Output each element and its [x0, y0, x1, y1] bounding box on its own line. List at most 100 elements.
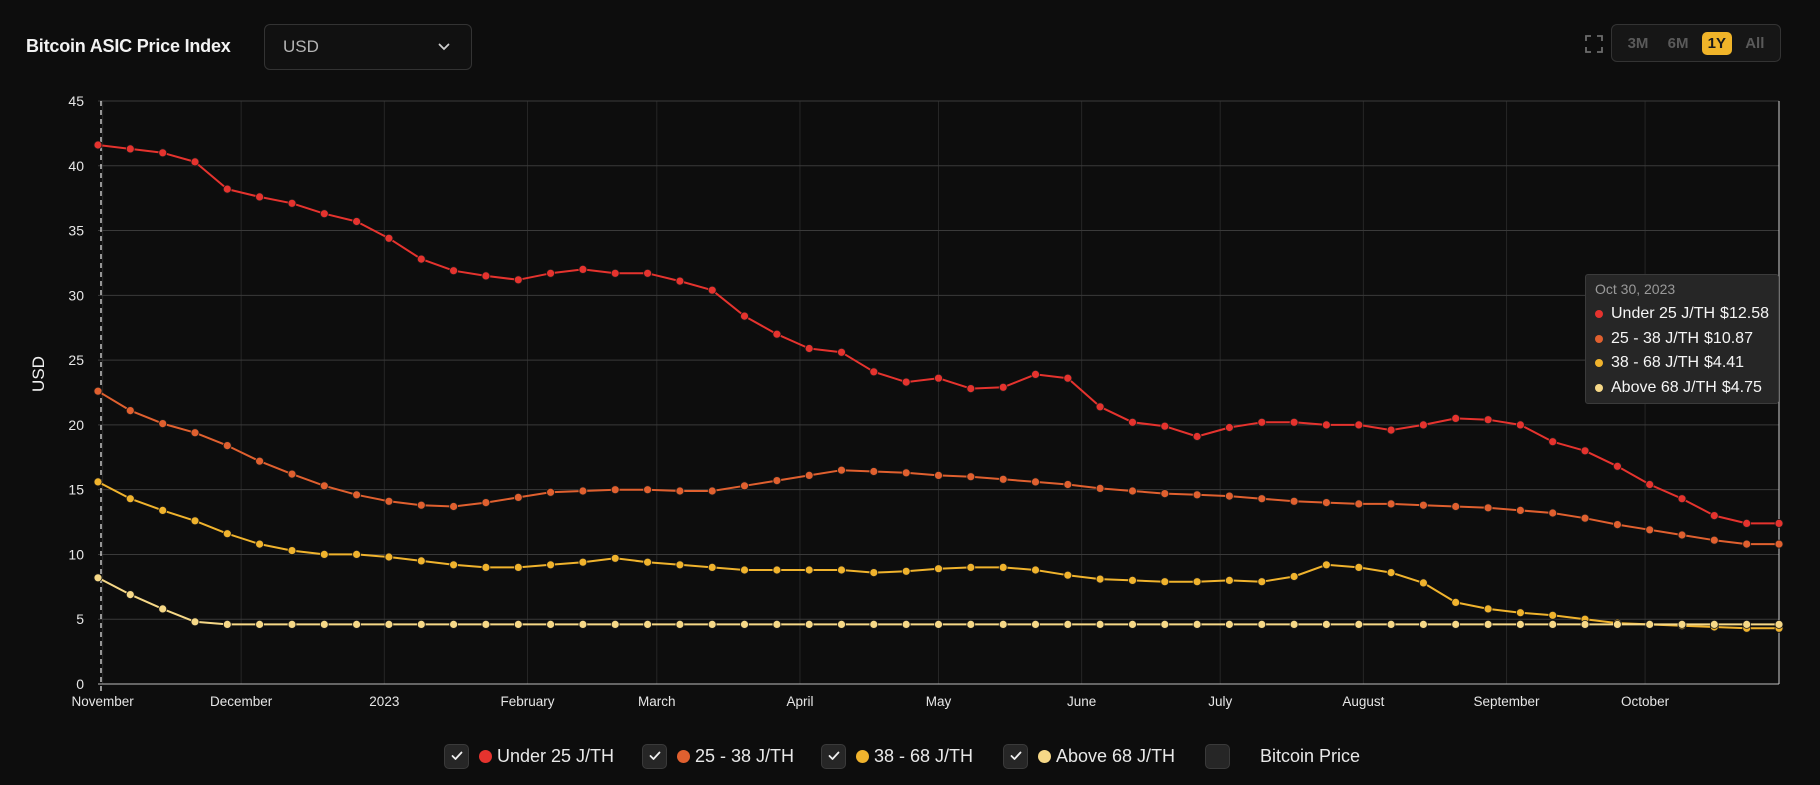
price-index-chart[interactable]: 0 5 10 15 20 25 30 35 40 45 November December 2023 Fe… [0, 0, 1820, 735]
legend-item-25-38[interactable]: 25 - 38 J/TH [642, 740, 794, 772]
data-point [966, 620, 976, 629]
data-point [546, 620, 555, 629]
data-point [125, 144, 135, 154]
legend-checkbox[interactable] [821, 743, 846, 769]
data-point [449, 560, 459, 570]
data-point [1483, 604, 1493, 614]
data-point [513, 492, 523, 502]
data-point [481, 271, 491, 281]
data-point [1419, 420, 1428, 430]
data-point [449, 502, 459, 511]
data-point [707, 563, 717, 572]
data-point [1516, 420, 1525, 430]
legend-label: Bitcoin Price [1260, 745, 1361, 766]
data-point [610, 268, 620, 278]
data-point [190, 516, 200, 526]
legend-checkbox[interactable] [1205, 743, 1230, 769]
data-point [1354, 420, 1364, 430]
range-all-button[interactable]: All [1745, 34, 1765, 52]
data-point [546, 560, 555, 570]
y-axis-label: USD [29, 356, 48, 392]
y-tick-label: 40 [68, 158, 84, 174]
data-point [966, 472, 976, 482]
legend-item-bitcoin-price[interactable]: Bitcoin Price [1205, 740, 1360, 772]
data-point [513, 620, 523, 629]
data-point [1580, 620, 1590, 629]
data-point [481, 620, 491, 629]
data-point [1257, 620, 1267, 629]
legend-item-above-68[interactable]: Above 68 J/TH [1003, 740, 1175, 772]
data-point [287, 620, 297, 629]
data-point [1257, 494, 1267, 504]
data-point [643, 485, 652, 495]
x-tick-label: July [1208, 694, 1232, 709]
range-6m-button[interactable]: 6M [1667, 34, 1689, 52]
data-point [1516, 608, 1525, 618]
data-point [837, 347, 846, 357]
range-3m-button[interactable]: 3M [1627, 34, 1649, 52]
data-point [1322, 560, 1331, 570]
data-point [416, 500, 426, 510]
y-tick-label: 25 [68, 352, 84, 368]
data-point [869, 620, 879, 629]
data-point [1645, 525, 1655, 535]
data-point [1354, 620, 1364, 629]
data-point [772, 476, 782, 486]
data-point [1709, 620, 1719, 629]
data-point [158, 419, 168, 429]
legend-label: Under 25 J/TH [497, 745, 615, 766]
series-above-68-j-th [93, 573, 1784, 629]
data-point [125, 406, 135, 416]
checkmark-icon [649, 751, 660, 760]
data-point [901, 468, 911, 478]
data-point [416, 254, 426, 264]
data-point [1742, 539, 1752, 549]
data-point [740, 565, 749, 575]
tooltip-series-label: Under 25 J/TH [1611, 305, 1716, 323]
data-point [416, 556, 426, 566]
x-tick-label: November [71, 694, 134, 709]
expand-icon[interactable] [1584, 34, 1604, 54]
data-point [998, 563, 1008, 572]
x-tick-label: April [786, 694, 813, 709]
data-point [255, 620, 265, 629]
data-point [675, 276, 685, 286]
data-point [610, 553, 620, 563]
data-point [1580, 513, 1590, 523]
data-point [1128, 417, 1137, 427]
data-point [546, 487, 555, 497]
data-point [222, 529, 232, 539]
data-point [1677, 530, 1687, 540]
data-point [1613, 461, 1622, 471]
data-point [1095, 483, 1105, 493]
chevron-down-icon [435, 38, 453, 56]
series-dot-icon [1595, 310, 1603, 319]
legend-checkbox[interactable] [642, 743, 667, 769]
series-dot-icon [677, 749, 690, 763]
data-point [287, 469, 297, 479]
legend-item-under-25[interactable]: Under 25 J/TH [444, 740, 614, 772]
data-point [1709, 535, 1719, 545]
data-point [1289, 496, 1299, 506]
legend-label: Above 68 J/TH [1056, 745, 1176, 766]
data-point [384, 233, 394, 243]
data-point [1322, 498, 1331, 508]
data-point [804, 344, 814, 353]
data-point [707, 620, 717, 629]
data-point [1225, 620, 1234, 629]
data-point [319, 209, 329, 219]
legend-item-38-68[interactable]: 38 - 68 J/TH [821, 740, 973, 772]
legend-checkbox[interactable] [444, 743, 469, 769]
data-point [1677, 494, 1687, 504]
data-point [1225, 576, 1234, 585]
tooltip-row: 38 - 68 J/TH $4.41 [1595, 351, 1769, 376]
data-point [1095, 574, 1105, 584]
legend-checkbox[interactable] [1003, 743, 1028, 769]
legend-label: 38 - 68 J/TH [874, 745, 974, 766]
data-point [837, 465, 846, 475]
data-point [352, 620, 362, 629]
currency-select[interactable]: USD [264, 24, 472, 70]
data-point [804, 470, 814, 480]
data-point [740, 620, 749, 629]
range-1y-button[interactable]: 1Y [1701, 31, 1733, 55]
